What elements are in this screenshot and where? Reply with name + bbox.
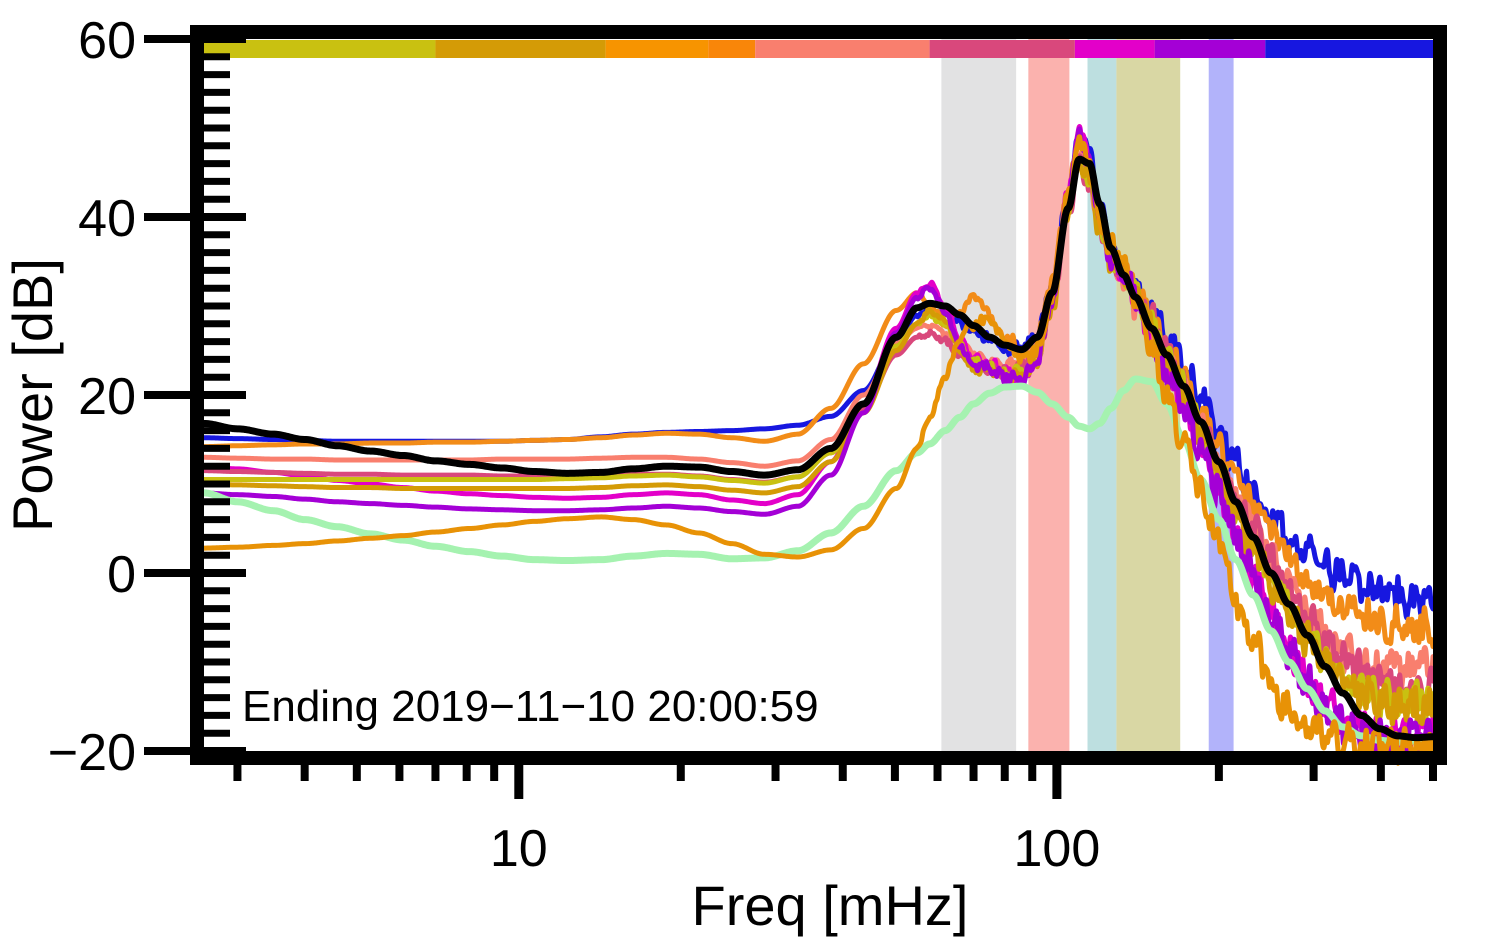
- colorbar-segment-2: [605, 40, 709, 58]
- shaded-frequency-bands: [941, 39, 1234, 751]
- x-axis-tick-labels: 10 100: [490, 820, 1100, 878]
- colorbar-segment-0: [204, 40, 436, 58]
- x-tick-label: 100: [1014, 820, 1101, 878]
- ending-timestamp-annotation: Ending 2019−11−10 20:00:59: [242, 682, 819, 731]
- y-tick-label: 40: [78, 190, 136, 248]
- y-axis-tick-labels: −20 0 20 40 60: [48, 12, 136, 782]
- y-tick-label: −20: [48, 724, 136, 782]
- x-tick-label: 10: [490, 820, 548, 878]
- y-tick-label: 0: [107, 546, 136, 604]
- series-trace-orange-upper: [201, 136, 1436, 650]
- y-axis-title: Power [dB]: [1, 258, 64, 532]
- series-mean-black: [200, 155, 1437, 742]
- colorbar-segment-8: [1265, 40, 1433, 58]
- x-axis-title: Freq [mHz]: [692, 874, 969, 937]
- y-tick-label: 60: [78, 12, 136, 70]
- series-trace-orange-lower: [201, 134, 1436, 766]
- colorbar-segment-3: [708, 40, 756, 58]
- band-gray: [941, 39, 1017, 751]
- x-axis-ticks: [233, 751, 1437, 799]
- y-tick-label: 20: [78, 368, 136, 426]
- y-axis-ticks: [144, 35, 246, 755]
- colorbar-segment-1: [435, 40, 606, 58]
- plot-frame: [190, 25, 1447, 765]
- spectrum-curves: [200, 124, 1437, 766]
- colorbar-segment-7: [1154, 40, 1266, 58]
- series-trace-mint: [200, 375, 1437, 746]
- top-color-legend-bar: [204, 40, 1433, 58]
- colorbar-segment-5: [929, 40, 1075, 58]
- band-cyan: [1087, 39, 1117, 751]
- series-trace-purple: [201, 126, 1436, 762]
- band-periwinkle: [1208, 39, 1234, 751]
- colorbar-segment-6: [1074, 40, 1155, 58]
- colorbar-segment-4: [755, 40, 930, 58]
